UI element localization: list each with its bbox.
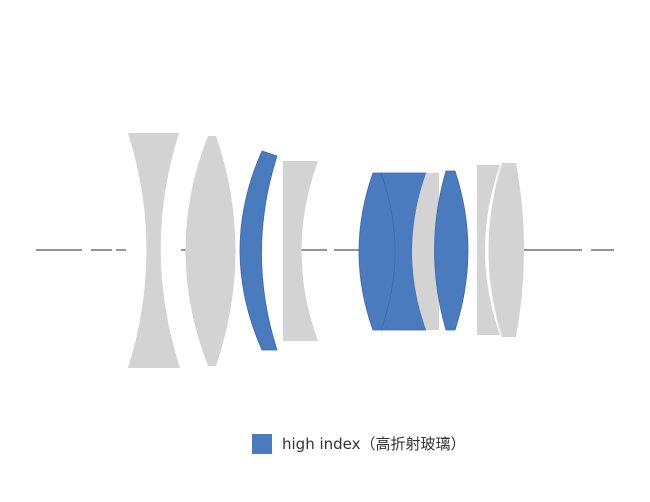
element-8-biconvex [434, 170, 469, 331]
element-10-convex [488, 163, 524, 337]
element-7-convex [412, 173, 439, 330]
legend: high index（高折射玻璃） [252, 433, 466, 454]
legend-swatch-high-index [252, 433, 272, 454]
element-2-biconvex [185, 136, 236, 366]
lens-group [128, 133, 524, 368]
element-3-meniscus [239, 150, 278, 351]
legend-label: high index（高折射玻璃） [282, 435, 466, 453]
element-4-concave [283, 161, 318, 341]
element-9-concave [477, 165, 500, 335]
element-1-biconcave [128, 133, 180, 368]
